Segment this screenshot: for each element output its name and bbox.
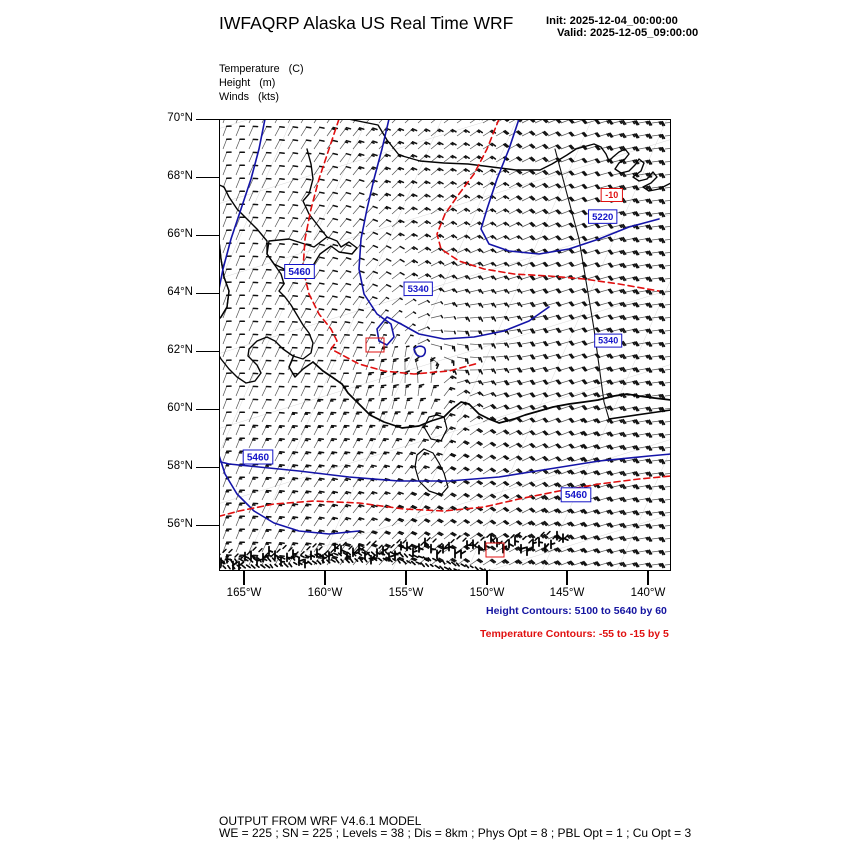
svg-text:5460: 5460: [247, 452, 270, 463]
svg-text:-10: -10: [605, 190, 618, 200]
svg-text:5220: 5220: [592, 212, 613, 223]
svg-text:5340: 5340: [408, 284, 429, 295]
svg-text:5340: 5340: [598, 336, 618, 346]
svg-text:5460: 5460: [288, 267, 311, 278]
svg-text:5460: 5460: [565, 490, 588, 501]
